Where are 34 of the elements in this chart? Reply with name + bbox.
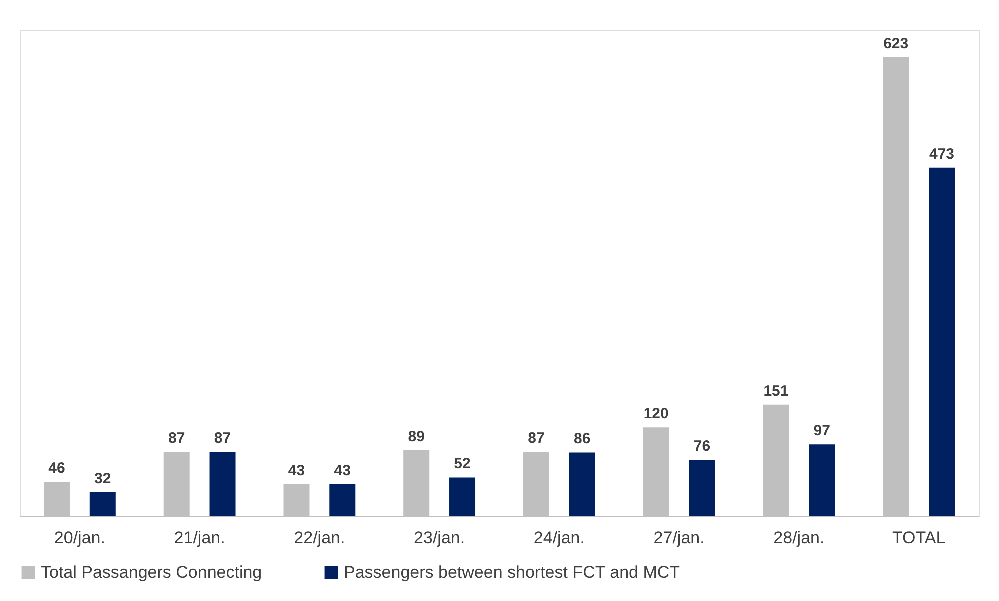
x-tick-label: TOTAL: [892, 528, 946, 548]
data-label: 46: [48, 460, 66, 478]
data-label: 43: [334, 462, 351, 480]
x-tick-label: 27/jan.: [654, 528, 705, 548]
x-tick-label: 20/jan.: [54, 528, 106, 548]
legend-label: Passengers between shortest FCT and MCT: [344, 562, 680, 582]
x-tick-label: 23/jan.: [414, 528, 466, 548]
data-label: 89: [408, 428, 425, 446]
bar: [90, 492, 116, 516]
bar: [330, 484, 356, 516]
data-label: 87: [528, 430, 545, 447]
data-label: 623: [884, 36, 909, 53]
legend-label: Total Passangers Connecting: [41, 562, 262, 582]
bar: [569, 452, 596, 516]
data-label: 120: [644, 406, 669, 423]
data-label: 473: [930, 146, 955, 163]
data-label: 151: [764, 382, 789, 400]
bar: [450, 478, 476, 516]
data-label: 87: [168, 430, 186, 447]
data-label: 97: [814, 422, 830, 440]
bar: [689, 460, 716, 516]
x-tick-label: 21/jan.: [174, 528, 226, 548]
bar: [809, 444, 836, 516]
x-tick-label: 24/jan.: [534, 528, 585, 548]
data-label: 86: [574, 430, 591, 448]
x-tick-label: 28/jan.: [774, 528, 825, 548]
data-label: 32: [94, 470, 112, 488]
bar: [210, 452, 236, 516]
data-label: 52: [454, 456, 471, 473]
data-label: 76: [694, 438, 711, 456]
data-label: 43: [288, 462, 306, 480]
data-label: 87: [214, 430, 232, 447]
x-tick-label: 22/jan.: [294, 528, 346, 548]
bar: [929, 168, 956, 516]
